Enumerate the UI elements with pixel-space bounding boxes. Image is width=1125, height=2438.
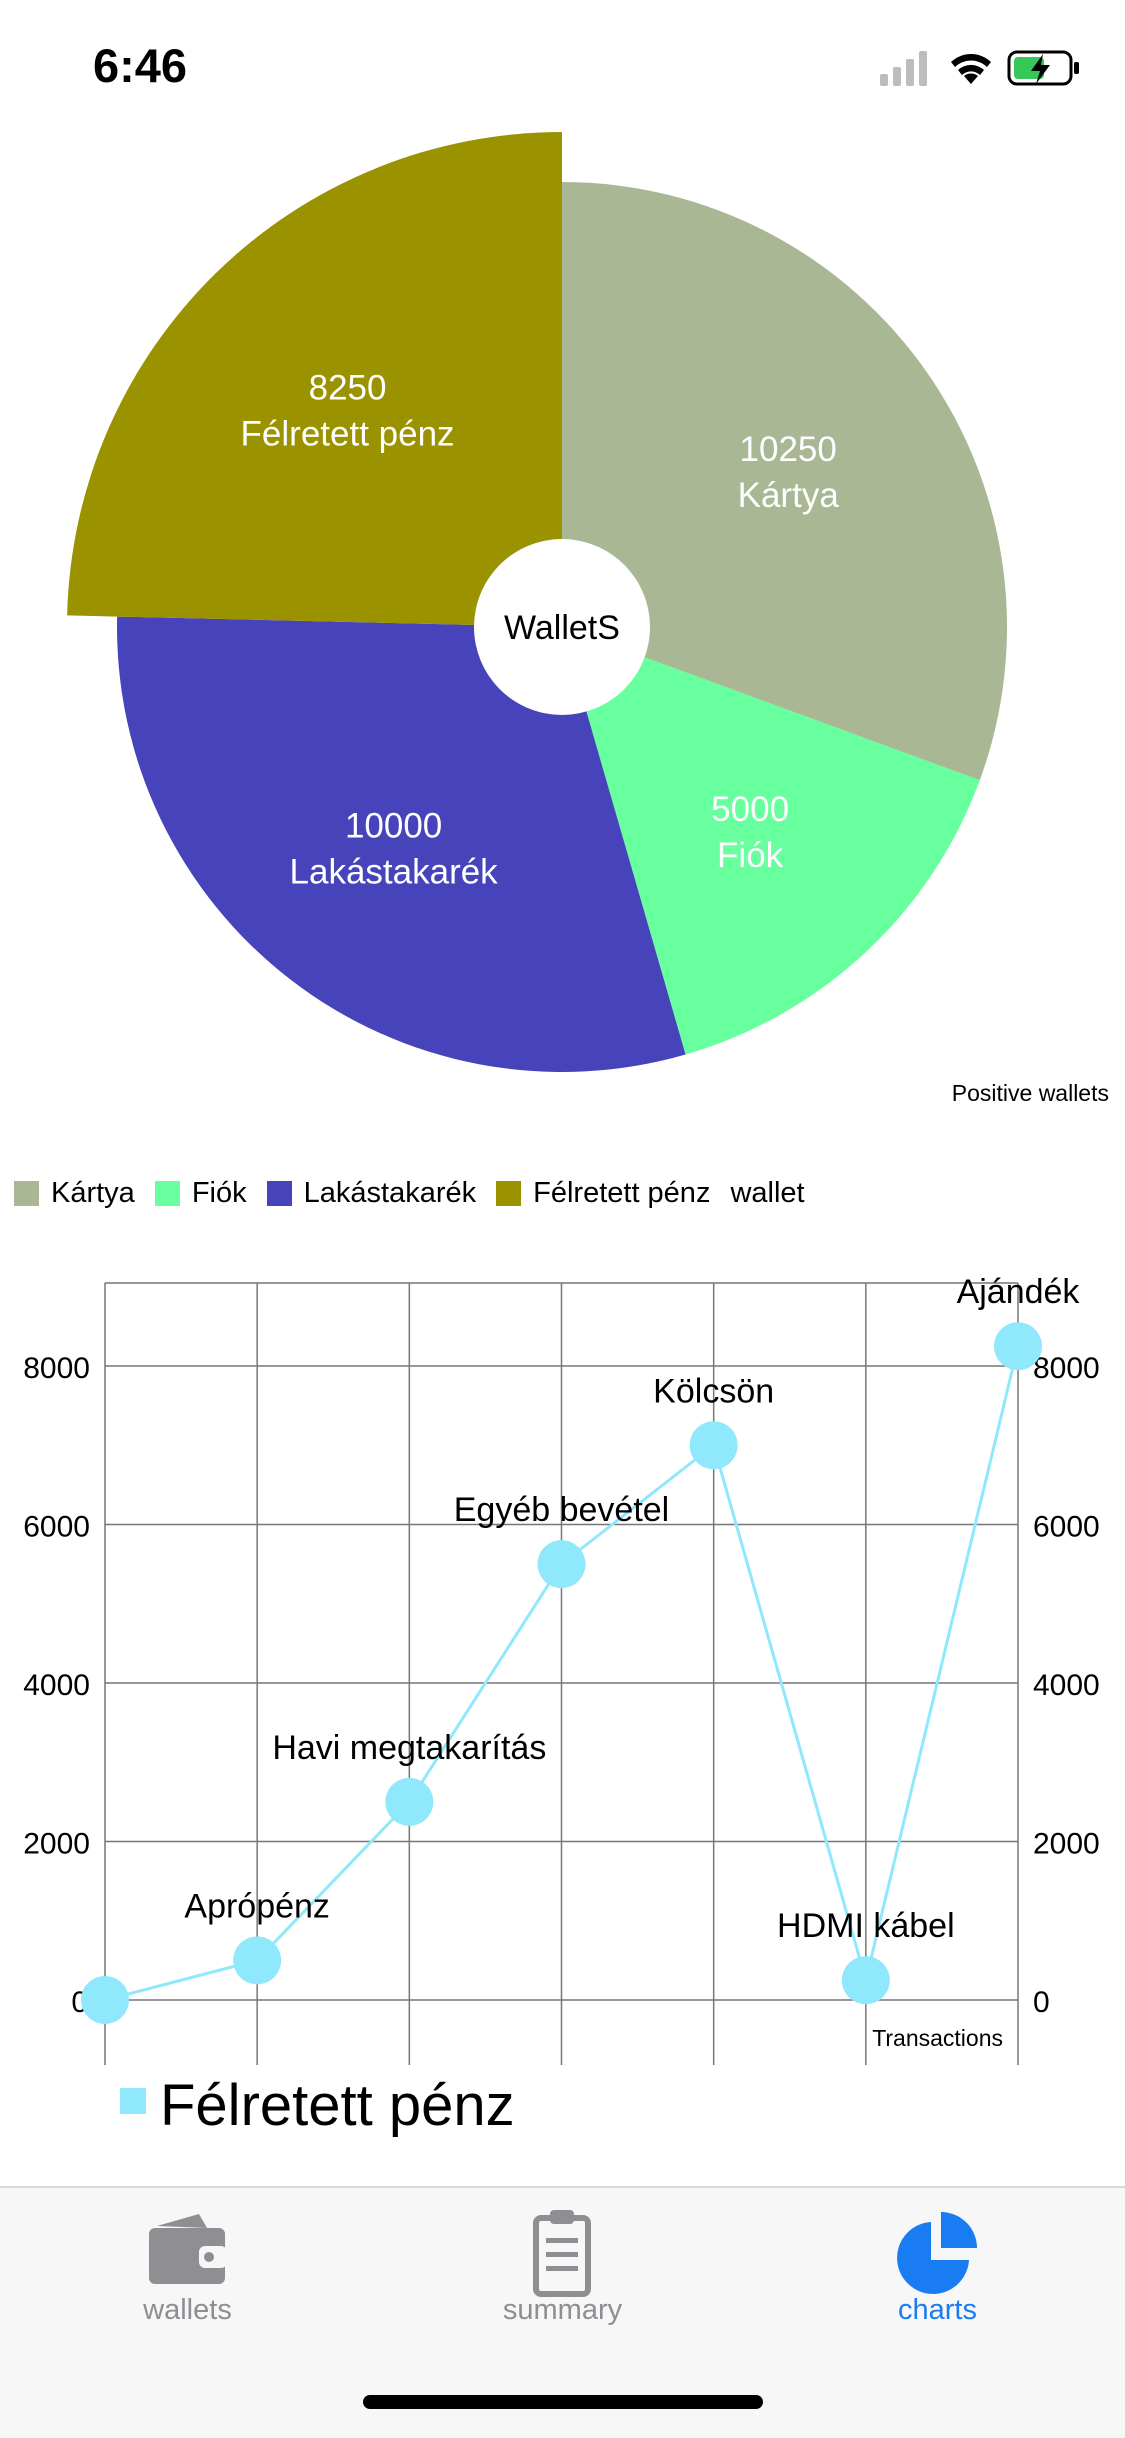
status-bar: 6:46 [0,0,1125,130]
y-tick-label-left: 8000 [23,1352,90,1385]
legend-label: Lakástakarék [303,1176,477,1209]
data-point-label: Kölcsön [653,1372,774,1410]
tab-charts-label: charts [898,2294,977,2326]
pie-slice[interactable] [562,627,980,1055]
y-tick-label-right: 6000 [1033,1511,1100,1544]
data-point-label: HDMI kábel [777,1907,955,1945]
data-point[interactable] [841,1956,890,2005]
tab-summary[interactable]: summary [375,2188,750,2358]
pie-center-label: WalletS [504,609,620,647]
data-point[interactable] [994,1322,1042,1371]
legend-swatch [496,1180,522,1206]
legend-swatch [266,1180,292,1206]
data-point-label: Havi megtakarítás [272,1729,546,1767]
pie-slice[interactable] [117,616,686,1072]
pie-slice-label: Lakástakarék [290,853,499,892]
pie-slice-value: 8250 [309,368,387,407]
legend-item: Félretett pénz [496,1177,710,1210]
data-point[interactable] [537,1540,586,1589]
line-legend-swatch-box [120,2088,146,2114]
legend-label: Félretett pénz [533,1176,711,1209]
data-point-label: Ajándék [957,1273,1081,1311]
y-tick-label-right: 8000 [1033,1352,1100,1385]
pie-chart-caption: Positive wallets [951,1080,1109,1106]
wallet-icon [149,2214,227,2284]
legend-suffix: wallet [730,1176,805,1209]
clipboard-icon [533,2210,591,2297]
tab-charts[interactable]: charts [750,2188,1125,2358]
line-chart-caption: Transactions [872,2025,1003,2051]
pie-svg: 10250 Kártya 5000 Fiók 10000 Lakástakarék 8250… [67,132,1007,1072]
transactions-line-chart: 0 0 2000 2000 4000 4000 6000 6000 8000 8000 Aprópé… [0,1240,1125,2112]
legend-label: Kártya [51,1176,135,1209]
pie-slice-value: 10250 [740,430,837,469]
line-legend-label: Félretett pénz [160,2073,515,2138]
data-point[interactable] [689,1421,738,1470]
pie-center-hole [474,539,650,715]
data-point[interactable] [81,1976,129,2024]
pie-slice-value: 10000 [345,807,442,846]
pie-slice[interactable] [562,182,1007,781]
pie-slice-label: Félretett pénz [241,414,455,453]
legend-item: Fiók [154,1176,247,1210]
y-tick-label-left: 4000 [23,1669,90,1702]
legend-swatch [154,1180,180,1206]
tab-wallets[interactable]: wallets [0,2188,375,2358]
signal-icon [880,51,927,86]
wifi-icon [951,54,991,84]
legend-swatch [14,1180,39,1206]
legend-item: Kártya [14,1177,135,1210]
pie-chart-icon [897,2212,977,2294]
y-tick-label-left: 2000 [23,1828,90,1861]
legend-label: Fiók [191,1176,247,1209]
battery-charging-icon [1007,50,1079,86]
pie-slice[interactable] [67,132,562,627]
y-tick-label-right: 0 [1033,1986,1050,2019]
y-tick-label-right: 2000 [1033,1828,1100,1861]
y-tick-label-right: 4000 [1033,1669,1100,1702]
data-point-label: Aprópénz [184,1887,330,1925]
pie-legend: Kártya Fiók Lakástakarék Félretett pénz wall… [14,1173,805,1213]
data-point-label: Egyéb bevétel [454,1491,670,1529]
pie-slice-label: Fiók [717,836,784,875]
tab-wallets-label: wallets [143,2294,232,2326]
status-time: 6:46 [93,39,188,92]
y-tick-label-left: 6000 [23,1511,90,1544]
pie-slice-label: Kártya [738,476,840,515]
home-indicator [363,2395,763,2409]
data-point[interactable] [233,1936,282,1985]
status-icons [880,50,1079,86]
tab-summary-label: summary [502,2294,623,2326]
pie-slice-value: 5000 [711,790,789,829]
data-point[interactable] [385,1777,434,1826]
legend-item: Lakástakarék [266,1176,477,1210]
wallets-pie-chart: 10250 Kártya 5000 Fiók 10000 Lakástakarék 8250… [0,110,1125,1110]
